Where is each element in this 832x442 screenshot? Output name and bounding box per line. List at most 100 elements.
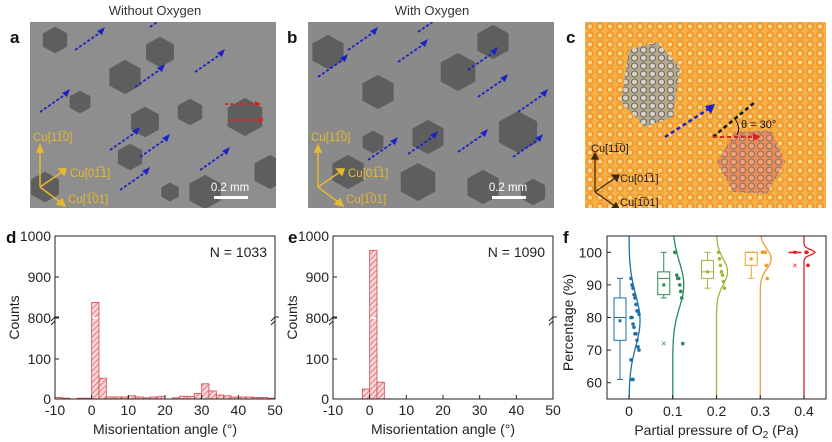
arrow-head — [132, 127, 140, 135]
y-axis-label: Percentage (%) — [560, 274, 576, 371]
direction-arrow — [407, 135, 435, 155]
x-tick-label: 50 — [267, 402, 283, 418]
y-tick-label: 0 — [43, 391, 51, 407]
normal-curve — [672, 236, 685, 399]
histogram-bar — [201, 383, 210, 400]
data-point — [637, 348, 641, 352]
direction-arrow — [149, 22, 159, 28]
graphene-domain — [69, 90, 91, 114]
direction-arrow — [517, 93, 545, 113]
x-axis-label-sub: 2 — [763, 430, 769, 441]
arrow-head — [157, 64, 165, 72]
plot-frame — [54, 235, 276, 400]
graphene-domain — [400, 163, 436, 201]
data-point — [719, 270, 724, 274]
arrow-head — [258, 117, 264, 123]
axis-label-1-10: Cu[11̅0] — [311, 132, 350, 144]
graphene-domain — [161, 182, 179, 202]
direction-arrow — [417, 22, 435, 33]
x-tick-label: 0.1 — [663, 403, 683, 419]
panel-a-title: Without Oxygen — [108, 3, 202, 18]
y-tick-label: 800 — [28, 310, 52, 326]
data-point — [718, 263, 723, 268]
axis-label-01-1: Cu[01̅1] — [620, 173, 659, 185]
angle-label: θ = 30° — [741, 119, 776, 131]
data-point — [634, 332, 638, 336]
x-tick-label: 0 — [88, 402, 96, 418]
arrow-head — [162, 134, 170, 142]
histogram-bar — [361, 388, 371, 400]
arrow-head — [420, 39, 428, 47]
x-tick-label: 0.4 — [794, 403, 814, 419]
axis-break-mark — [548, 316, 557, 326]
data-point — [636, 345, 640, 349]
graphene-domain-aligned — [621, 42, 680, 127]
plot-frame — [332, 235, 554, 400]
panel-c-label: c — [566, 28, 576, 47]
data-point — [763, 250, 768, 255]
data-point — [634, 302, 638, 307]
blue-arrow — [664, 106, 711, 139]
graphene-domain — [177, 98, 203, 126]
normal-curve — [803, 236, 817, 399]
histogram-bar — [208, 390, 217, 400]
axis-break-mark — [270, 316, 279, 326]
direction-arrow — [467, 51, 495, 71]
y-tick-label: 0 — [321, 391, 329, 407]
sem-image-without-oxygen: Cu[11̅0] Cu[01̅1] Cu[1̅01] 0.2 mm — [30, 22, 276, 208]
outlier: × — [792, 260, 797, 270]
box — [613, 297, 627, 341]
graphene-domain — [227, 98, 263, 136]
crystal-axes — [590, 151, 620, 208]
arrow-head — [370, 27, 378, 35]
histogram-bar — [376, 381, 385, 400]
graphene-domain — [109, 59, 141, 95]
normal-curve — [715, 236, 729, 399]
normal-curve — [628, 236, 641, 399]
panel-f-label: f — [563, 228, 569, 247]
x-tick-label: 0 — [366, 402, 374, 418]
box-mean — [618, 319, 622, 323]
data-point — [632, 325, 636, 330]
direction-arrow — [119, 171, 147, 191]
direction-arrow — [367, 141, 395, 161]
arrow-head — [62, 89, 70, 97]
direction-arrow — [397, 43, 425, 63]
graphene-domain — [467, 169, 499, 205]
graphene-domain — [477, 24, 509, 60]
x-tick-label: -10 — [45, 402, 65, 418]
histogram-bar — [98, 377, 107, 400]
direction-arrow — [134, 68, 162, 88]
direction-arrow — [109, 131, 137, 151]
y-tick-label: 900 — [306, 269, 330, 285]
graphene-domain — [254, 154, 276, 190]
y-tick-label: 80 — [586, 310, 602, 326]
data-point — [806, 263, 810, 268]
scale-bar-label: 0.2 mm — [489, 182, 527, 194]
arrow-head — [217, 49, 225, 57]
graphene-domain — [332, 154, 364, 190]
arrow-head — [97, 27, 105, 35]
data-point — [674, 273, 679, 277]
x-tick-label: 40 — [509, 402, 525, 418]
axis-break-mark — [50, 316, 59, 326]
arrow-head — [535, 134, 543, 142]
histogram-bar — [193, 392, 203, 400]
outlier: × — [661, 339, 666, 349]
direction-arrow — [199, 151, 227, 171]
graphene-domain — [189, 174, 221, 208]
graphene-domain-rotated — [717, 130, 785, 194]
scale-bar-label: 0.2 mm — [211, 182, 249, 194]
x-tick-label: 0.2 — [707, 403, 727, 419]
y-tick-label: 100 — [579, 244, 603, 260]
axis-label-01-1: Cu[01̅1] — [348, 168, 388, 180]
y-tick-label: 60 — [586, 375, 602, 391]
arrow-head — [142, 167, 150, 175]
direction-arrow — [74, 31, 102, 51]
box — [701, 259, 714, 279]
data-point — [677, 283, 682, 287]
crystal-axes — [35, 143, 68, 208]
box-mean — [706, 270, 709, 274]
box-mean — [793, 250, 797, 254]
